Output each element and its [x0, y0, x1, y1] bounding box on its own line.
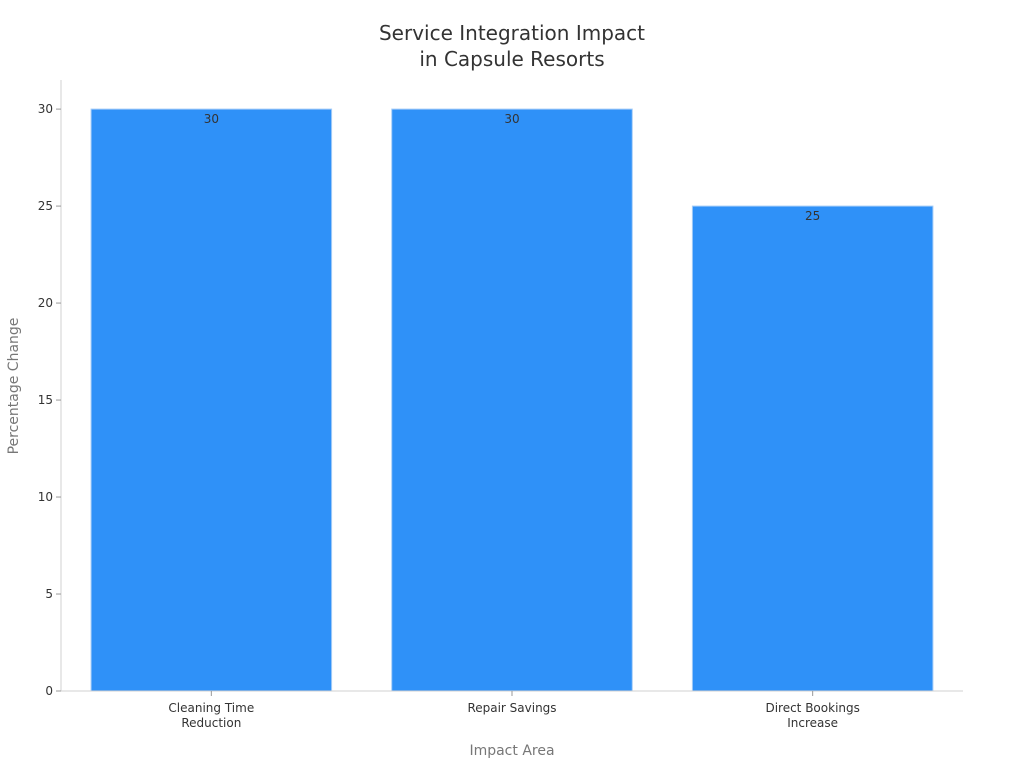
y-tick-label: 10: [38, 490, 53, 504]
data-label: 25: [805, 209, 820, 223]
y-axis: 0 5 10 15 20 25 30: [38, 80, 62, 698]
y-tick-label: 5: [45, 587, 53, 601]
x-tick-label-line: Repair Savings: [467, 701, 556, 715]
data-label: 30: [504, 112, 519, 126]
y-tick-label: 0: [45, 684, 53, 698]
x-tick-label: Cleaning Time Reduction: [168, 701, 254, 730]
bars-group: [90, 108, 934, 692]
x-axis: Cleaning Time Reduction Repair Savings Dire…: [61, 690, 963, 730]
y-tick-label: 25: [38, 199, 53, 213]
chart-title-line: in Capsule Resorts: [419, 47, 604, 71]
x-tick-label-line: Increase: [787, 716, 838, 730]
bar: [90, 108, 333, 692]
data-label: 30: [204, 112, 219, 126]
y-axis-label: Percentage Change: [6, 318, 22, 455]
chart-title-text: Service Integration Impact in Capsule Res…: [379, 21, 645, 71]
x-tick-label: Repair Savings: [467, 701, 556, 715]
y-tick-label: 20: [38, 296, 53, 310]
x-tick-label-line: Direct Bookings: [765, 701, 859, 715]
x-tick-label-line: Cleaning Time: [168, 701, 254, 715]
chart-title: Service Integration Impact in Capsule Res…: [379, 21, 645, 71]
bar: [691, 205, 934, 692]
x-tick-label: Direct Bookings Increase: [765, 701, 859, 730]
x-axis-label: Impact Area: [469, 743, 554, 759]
y-tick-label: 15: [38, 393, 53, 407]
x-tick-label-line: Reduction: [181, 716, 241, 730]
chart-title-line: Service Integration Impact: [379, 21, 645, 45]
bar: [391, 108, 633, 692]
data-labels-group: 30 30 25: [204, 112, 821, 223]
y-tick-label: 30: [38, 102, 53, 116]
